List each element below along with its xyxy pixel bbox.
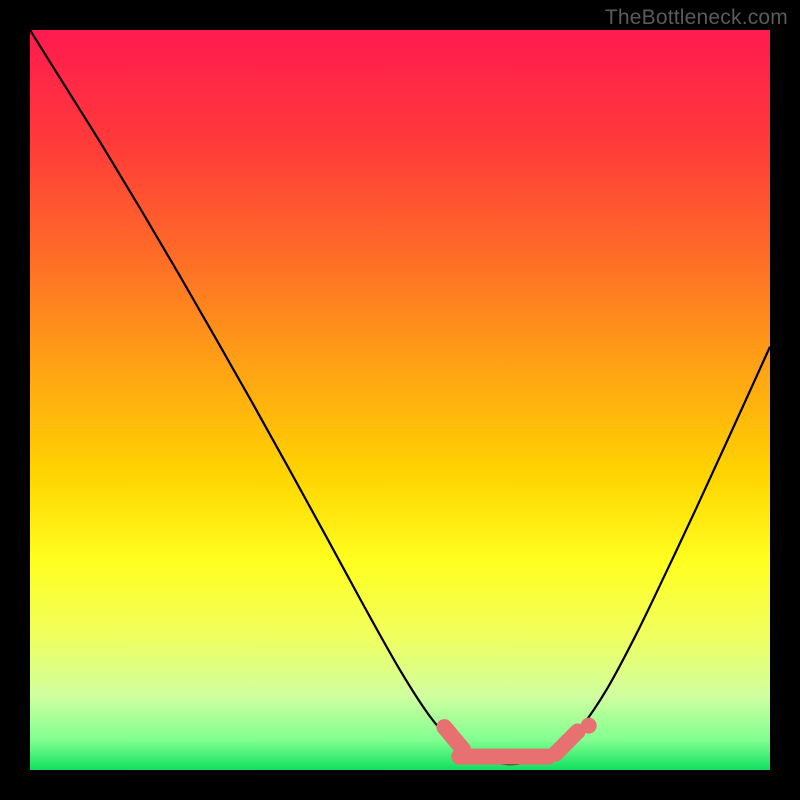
watermark-label: TheBottleneck.com <box>605 6 788 30</box>
chart-frame: TheBottleneck.com <box>0 0 800 800</box>
bottleneck-chart <box>0 0 800 800</box>
plot-background <box>30 30 770 770</box>
